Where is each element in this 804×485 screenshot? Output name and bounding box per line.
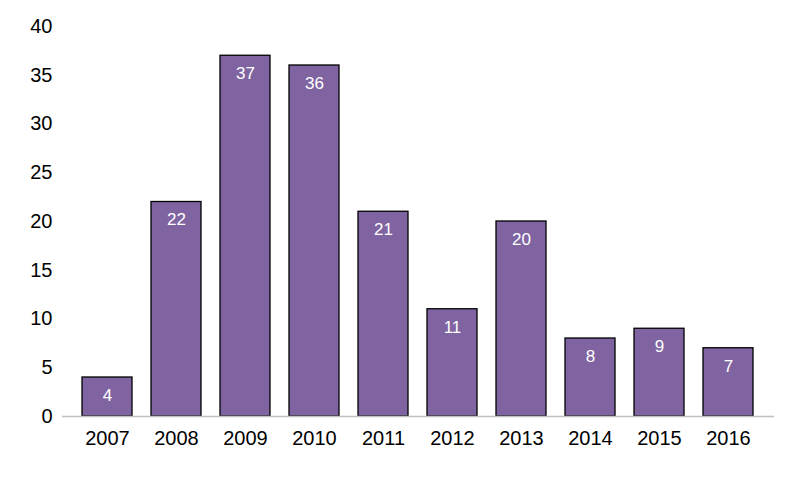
svg-text:2016: 2016: [706, 427, 751, 449]
svg-text:35: 35: [30, 64, 52, 86]
svg-text:2014: 2014: [568, 427, 613, 449]
svg-text:30: 30: [30, 112, 52, 134]
svg-text:10: 10: [30, 307, 52, 329]
svg-text:20: 20: [30, 210, 52, 232]
svg-text:7: 7: [724, 357, 733, 376]
svg-text:21: 21: [374, 220, 393, 239]
svg-text:8: 8: [586, 347, 595, 366]
svg-text:40: 40: [30, 15, 52, 37]
svg-text:0: 0: [41, 405, 52, 427]
svg-text:2012: 2012: [430, 427, 475, 449]
svg-text:2007: 2007: [85, 427, 130, 449]
svg-text:2008: 2008: [154, 427, 199, 449]
svg-text:20: 20: [512, 230, 531, 249]
svg-text:2009: 2009: [223, 427, 268, 449]
svg-text:9: 9: [655, 337, 664, 356]
svg-text:11: 11: [444, 318, 462, 337]
svg-text:22: 22: [167, 210, 186, 229]
svg-text:2013: 2013: [499, 427, 544, 449]
svg-text:15: 15: [30, 259, 52, 281]
svg-text:25: 25: [30, 161, 52, 183]
svg-text:2011: 2011: [362, 427, 405, 449]
svg-text:5: 5: [41, 356, 52, 378]
svg-text:4: 4: [103, 386, 112, 405]
svg-text:2010: 2010: [292, 427, 337, 449]
svg-text:2015: 2015: [637, 427, 682, 449]
svg-text:37: 37: [236, 64, 255, 83]
svg-text:36: 36: [305, 74, 324, 93]
